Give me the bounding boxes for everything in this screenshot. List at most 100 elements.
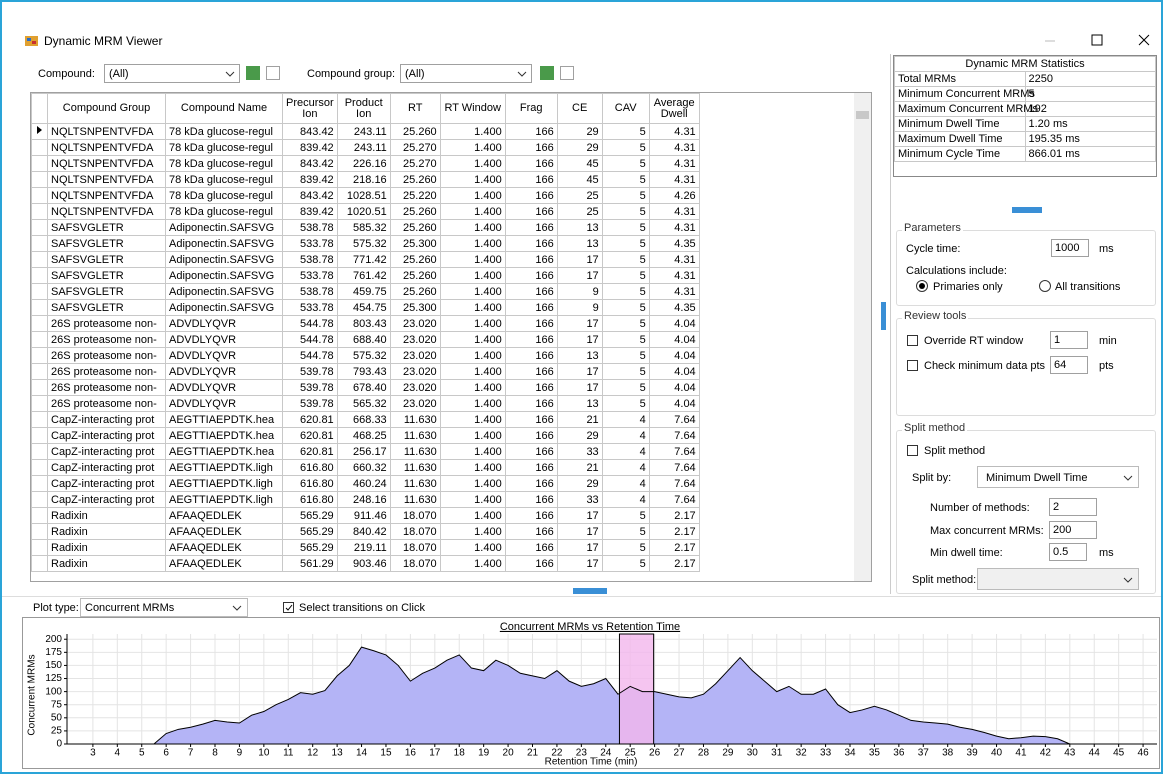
cell: SAFSVGLETR — [47, 299, 166, 316]
cell: 4.04 — [648, 347, 700, 364]
x-tick-label: 45 — [1113, 748, 1125, 759]
x-tick-label: 10 — [258, 748, 270, 759]
compound-combo[interactable]: (All) — [104, 64, 240, 83]
cell: 468.25 — [336, 427, 391, 444]
data-row: 26S proteasome non- ADVDLYQVR 544.78 688.40… — [31, 331, 700, 348]
cell: Adiponectin.SAFSVG — [165, 267, 283, 284]
cell: 5 — [601, 155, 650, 172]
checkbox[interactable] — [283, 602, 294, 613]
cell: 620.81 — [282, 411, 338, 428]
cell: 4.04 — [648, 363, 700, 380]
column-header: Average Dwell — [648, 93, 700, 124]
x-tick-label: 35 — [869, 748, 881, 759]
column-header: RT Window — [439, 93, 506, 124]
radio[interactable] — [916, 280, 928, 292]
cell: 616.80 — [282, 459, 338, 476]
cell: 166 — [504, 187, 558, 204]
data-row: CapZ-interacting prot AEGTTIAEPDTK.hea 620… — [31, 411, 700, 428]
cell: 1.400 — [439, 267, 506, 284]
row-header — [31, 507, 48, 524]
checkbox-label[interactable]: Select transitions on Click — [299, 602, 425, 614]
plot-type-combo[interactable]: Concurrent MRMs — [80, 598, 248, 617]
checkbox-label[interactable]: Check minimum data pts — [924, 360, 1046, 372]
split-method-combo[interactable] — [977, 568, 1139, 590]
cell: 668.33 — [336, 411, 391, 428]
cell: 25.260 — [389, 171, 441, 188]
cell: 23.020 — [389, 395, 441, 412]
radio-label[interactable]: Primaries only — [933, 281, 1003, 293]
cell: 166 — [504, 411, 558, 428]
row-header — [31, 427, 48, 444]
row-header — [31, 219, 48, 236]
x-tick-label: 3 — [90, 748, 96, 759]
cell: 25.220 — [389, 187, 441, 204]
cell: 25.300 — [389, 235, 441, 252]
scrollbar[interactable] — [854, 93, 871, 581]
splitter-tab[interactable] — [881, 302, 886, 330]
cell: 78 kDa glucose-regul — [165, 139, 283, 156]
row-header — [31, 235, 48, 252]
area-line — [153, 646, 1071, 745]
grid-container: Compound Group Compound Name Precursor Ion… — [30, 92, 872, 582]
cell: AFAAQEDLEK — [165, 507, 283, 524]
row-header — [31, 491, 48, 508]
checkbox[interactable] — [907, 335, 918, 346]
filter-button[interactable] — [246, 66, 260, 80]
x-tick-label: 16 — [405, 748, 417, 759]
cell: 2.17 — [648, 539, 700, 556]
column-header: Precursor Ion — [282, 93, 338, 124]
group-combo[interactable]: (All) — [400, 64, 532, 83]
radio-label[interactable]: All transitions — [1055, 281, 1121, 293]
splitter-tab[interactable] — [1012, 207, 1042, 213]
x-tick-label: 34 — [844, 748, 856, 759]
cell: 4.31 — [648, 251, 700, 268]
splitter-tab[interactable] — [573, 588, 607, 594]
stats-cell: Maximum Dwell Time — [894, 131, 1026, 147]
x-tick-label: 6 — [163, 748, 169, 759]
cell: 17 — [556, 523, 603, 540]
data-row: NQLTSNPENTVFDA 78 kDa glucose-regul 839.42… — [31, 171, 700, 188]
cell: 4 — [601, 491, 650, 508]
checkbox[interactable] — [907, 360, 918, 371]
cell: 33 — [556, 443, 603, 460]
cell: Radixin — [47, 555, 166, 572]
cell: 7.64 — [648, 475, 700, 492]
num-input[interactable]: 2 — [1049, 498, 1097, 516]
row-header — [31, 251, 48, 268]
clear-button[interactable] — [266, 66, 280, 80]
radio[interactable] — [1039, 280, 1051, 292]
cell: 4.04 — [648, 331, 700, 348]
cycle-input[interactable]: 1000 — [1051, 239, 1089, 257]
cell: 243.11 — [336, 139, 391, 156]
override-input[interactable]: 1 — [1050, 331, 1088, 349]
checkbox[interactable] — [907, 445, 918, 456]
data-row: NQLTSNPENTVFDA 78 kDa glucose-regul 843.42… — [31, 187, 700, 204]
filter-button[interactable] — [540, 66, 554, 80]
cell: 1.400 — [439, 379, 506, 396]
max-input[interactable]: 200 — [1049, 521, 1097, 539]
window-controls[interactable] — [1042, 32, 1152, 48]
check-input[interactable]: 64 — [1050, 356, 1088, 374]
unit: pts — [1099, 360, 1114, 372]
x-axis-label: Retention Time (min) — [545, 757, 638, 768]
splitter — [890, 54, 891, 594]
checkbox-label[interactable]: Override RT window — [924, 335, 1024, 347]
x-tick-label: 11 — [283, 748, 294, 759]
cell: 4 — [601, 443, 650, 460]
cell: 4 — [601, 459, 650, 476]
cell: 18.070 — [389, 539, 441, 556]
cell: 1.400 — [439, 315, 506, 332]
dwell-input[interactable]: 0.5 — [1049, 543, 1087, 561]
clear-button[interactable] — [560, 66, 574, 80]
cell: 29 — [556, 427, 603, 444]
cell: 78 kDa glucose-regul — [165, 187, 283, 204]
checkbox-label[interactable]: Split method — [924, 445, 986, 457]
cell: 25 — [556, 203, 603, 220]
split-by-combo[interactable]: Minimum Dwell Time — [977, 466, 1139, 488]
cell: 4.31 — [648, 283, 700, 300]
row-header — [31, 539, 48, 556]
cell: 1.400 — [439, 203, 506, 220]
split-group — [896, 430, 1156, 594]
cell: 166 — [504, 283, 558, 300]
data-row: 26S proteasome non- ADVDLYQVR 544.78 803.43… — [31, 315, 700, 332]
